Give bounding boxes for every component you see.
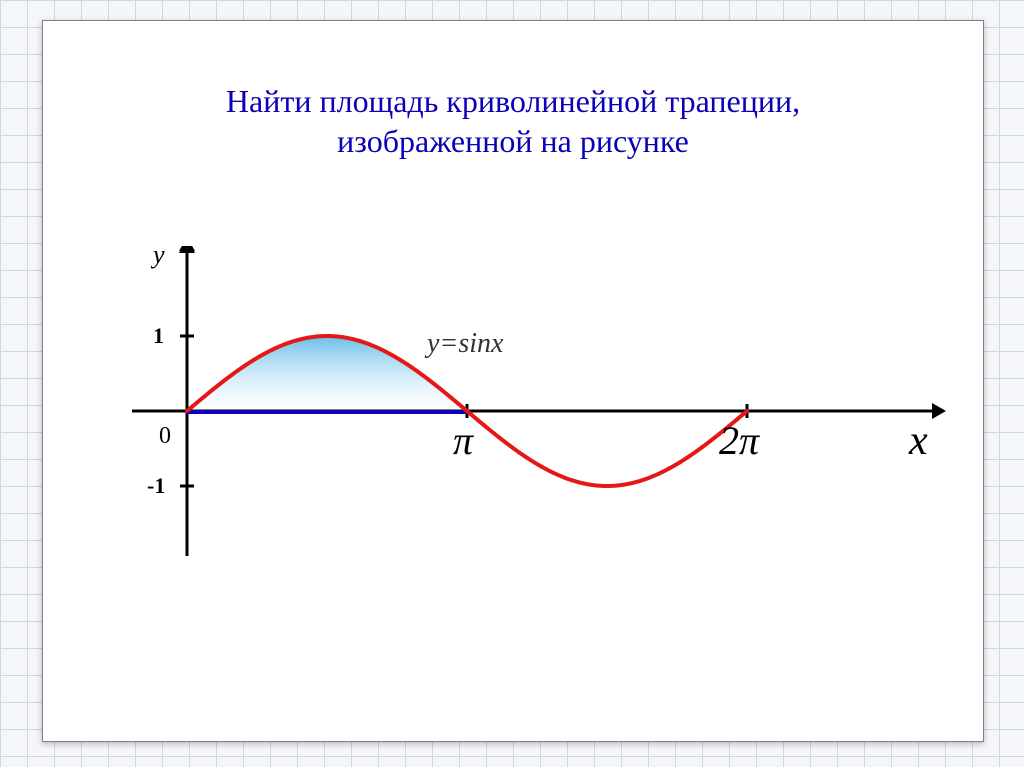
ytick-neg-1: -1: [147, 473, 165, 499]
ytick-pos-1: 1: [153, 323, 164, 349]
x-axis-label: x: [909, 417, 928, 465]
chart-area: y x 0 1 -1 π 2π y=sinx: [127, 246, 947, 576]
page-title: Найти площадь криволинейной трапеции, из…: [43, 81, 983, 161]
xtick-pi: π: [453, 417, 473, 464]
y-axis-label: y: [153, 240, 165, 270]
xtick-2pi: 2π: [719, 417, 759, 464]
chart-svg: [127, 246, 947, 576]
title-line-2: изображенной на рисунке: [337, 123, 689, 159]
title-line-1: Найти площадь криволинейной трапеции,: [226, 83, 800, 119]
content-panel: Найти площадь криволинейной трапеции, из…: [42, 20, 984, 742]
curve-label: y=sinx: [427, 328, 503, 360]
origin-label: 0: [159, 423, 171, 450]
